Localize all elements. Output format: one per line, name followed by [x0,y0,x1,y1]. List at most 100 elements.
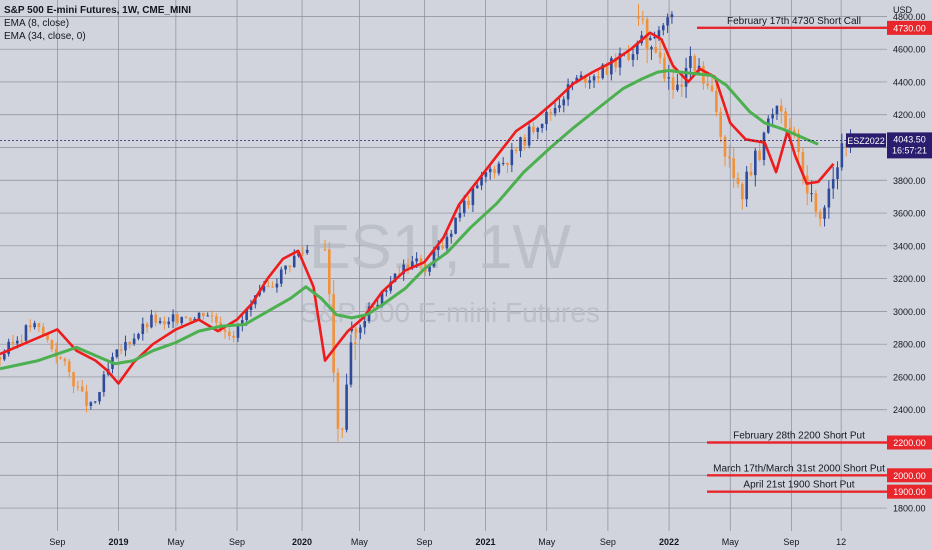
candle-body [266,286,270,288]
candle-body [154,314,158,323]
candle-body [488,168,492,173]
candle-body [663,57,666,79]
candle-body [693,56,697,71]
candle-body [432,249,436,267]
candle-body [402,264,405,274]
candle-body [670,14,674,18]
candle-body [102,374,106,393]
candle-body [150,314,153,328]
level-price-tag-text: 2000.00 [893,471,926,481]
candle-body [332,294,335,373]
x-tick-label: 2019 [109,537,129,547]
y-tick-label: 2600.00 [893,372,926,382]
candle-body [779,105,783,112]
x-tick-label: May [351,537,369,547]
candle-body [171,314,175,322]
candle-body [497,163,501,174]
candle-body [657,30,661,37]
x-tick-label: 2022 [659,537,679,547]
x-tick-label: May [722,537,740,547]
legend-title[interactable]: S&P 500 E-mini Futures, 1W, CME_MINI [4,5,192,16]
candle-body [614,58,617,68]
candle-body [85,391,88,406]
candle-body [33,323,36,328]
candle-body [540,123,544,128]
legend-ema-8[interactable]: EMA (8, close) [4,18,70,29]
candle-body [3,353,6,360]
candle-body [406,264,410,268]
candle-body [176,314,179,324]
candle-body [831,179,835,189]
candle-body [249,304,253,310]
candle-body [480,176,483,186]
candle-body [506,163,509,166]
candle-body [680,84,684,87]
y-tick-label: 3200.00 [893,274,926,284]
candle-body [67,361,71,373]
y-tick-label: 4200.00 [893,110,926,120]
candle-body [145,323,149,328]
candle-body [245,309,248,321]
level-price-tag [887,20,932,35]
level-price-tag-text: 1900.00 [893,487,926,497]
candle-body [428,266,431,272]
x-tick-label: Sep [600,537,616,547]
y-tick-label: 2800.00 [893,340,926,350]
y-tick-label: 3400.00 [893,241,926,251]
candle-body [184,317,188,319]
candle-body [72,372,75,387]
candle-body [827,188,831,208]
candle-body [484,172,488,177]
candle-body [840,143,844,168]
candle-body [441,245,444,249]
y-tick-label: 4800.00 [893,12,926,22]
candle-body [271,286,274,288]
candle-body [728,156,731,159]
x-tick-label: Sep [783,537,799,547]
candle-body [292,255,296,268]
candle-body [475,185,479,189]
candle-body [359,327,362,333]
candle-body [650,46,653,50]
candle-body [98,392,101,402]
candle-body [631,54,635,60]
candle-body [202,312,205,317]
candle-body [345,384,348,430]
x-tick-label: 12 [836,537,846,547]
legend-ema-34[interactable]: EMA (34, close, 0) [4,31,86,42]
candle-body [11,341,15,344]
candle-body [745,171,748,200]
candle-body [732,158,735,178]
candle-body [676,84,679,90]
candle-body [20,340,23,342]
candle-body [719,111,722,137]
price-tags: 4730.00 2200.00 2000.00 1900.00 ESZ2022 4043.… [846,20,932,499]
candle-body [519,137,522,152]
candle-body [618,53,622,68]
candle-body [353,342,357,345]
time-axis[interactable]: Sep 2019 May Sep 2020 May Sep 2021 May Sep 2022 May… [49,537,846,547]
y-tick-label: 3800.00 [893,176,926,186]
candle-body [666,17,669,26]
candle-body [215,316,218,323]
x-tick-label: May [167,537,185,547]
level-label: April 21st 1900 Short Put [743,480,854,491]
candle-body [605,64,609,75]
candle-body [689,56,692,69]
candle-body [501,163,505,165]
candle-body [385,290,388,292]
candle-body [527,126,531,146]
candle-body [380,291,384,305]
candle-body [536,127,540,132]
last-price-tag-text: 4043.50 [893,134,926,144]
level-lines: February 17th 4730 Short Call February 28… [697,16,887,493]
candle-body [132,338,136,344]
symbol-tag-text: ESZ2022 [847,136,885,146]
candle-body [797,133,800,152]
candle-body [810,193,813,195]
candle-body [328,249,331,295]
candle-body [350,328,354,332]
y-tick-label: 2400.00 [893,405,926,415]
